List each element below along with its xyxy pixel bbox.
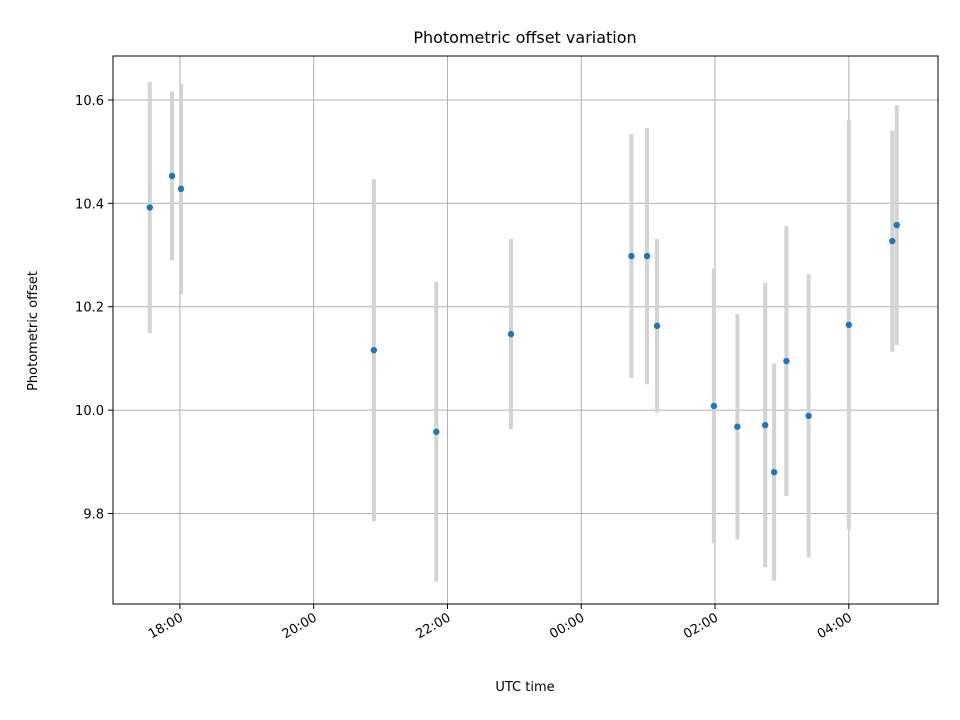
data-point bbox=[710, 402, 718, 410]
y-axis: 9.8 10.0 10.2 10.4 10.6 bbox=[75, 94, 113, 523]
x-axis-label: UTC time bbox=[495, 680, 554, 695]
y-tick-label: 10.2 bbox=[75, 301, 104, 316]
data-point bbox=[146, 204, 153, 211]
data-point bbox=[734, 423, 741, 430]
y-tick-label: 9.8 bbox=[83, 508, 104, 523]
y-tick-label: 10.0 bbox=[75, 404, 104, 419]
data-point bbox=[628, 252, 635, 260]
data-point bbox=[805, 412, 812, 420]
data-point bbox=[653, 322, 661, 330]
chart-title: Photometric offset variation bbox=[413, 28, 636, 47]
y-tick-label: 10.6 bbox=[75, 94, 104, 109]
data-point bbox=[761, 421, 769, 429]
data-points bbox=[146, 172, 900, 476]
data-point bbox=[177, 185, 185, 193]
data-point bbox=[370, 346, 378, 354]
data-point bbox=[893, 221, 900, 229]
data-point bbox=[168, 172, 176, 180]
data-point bbox=[507, 330, 515, 338]
data-point bbox=[845, 321, 853, 329]
data-point bbox=[783, 357, 790, 365]
plot-frame bbox=[112, 55, 939, 605]
y-axis-label: Photometric offset bbox=[26, 271, 41, 391]
data-point bbox=[433, 428, 440, 436]
data-point bbox=[770, 468, 778, 476]
y-tick-label: 10.4 bbox=[75, 197, 104, 212]
data-point bbox=[643, 252, 651, 260]
data-point bbox=[889, 237, 896, 245]
